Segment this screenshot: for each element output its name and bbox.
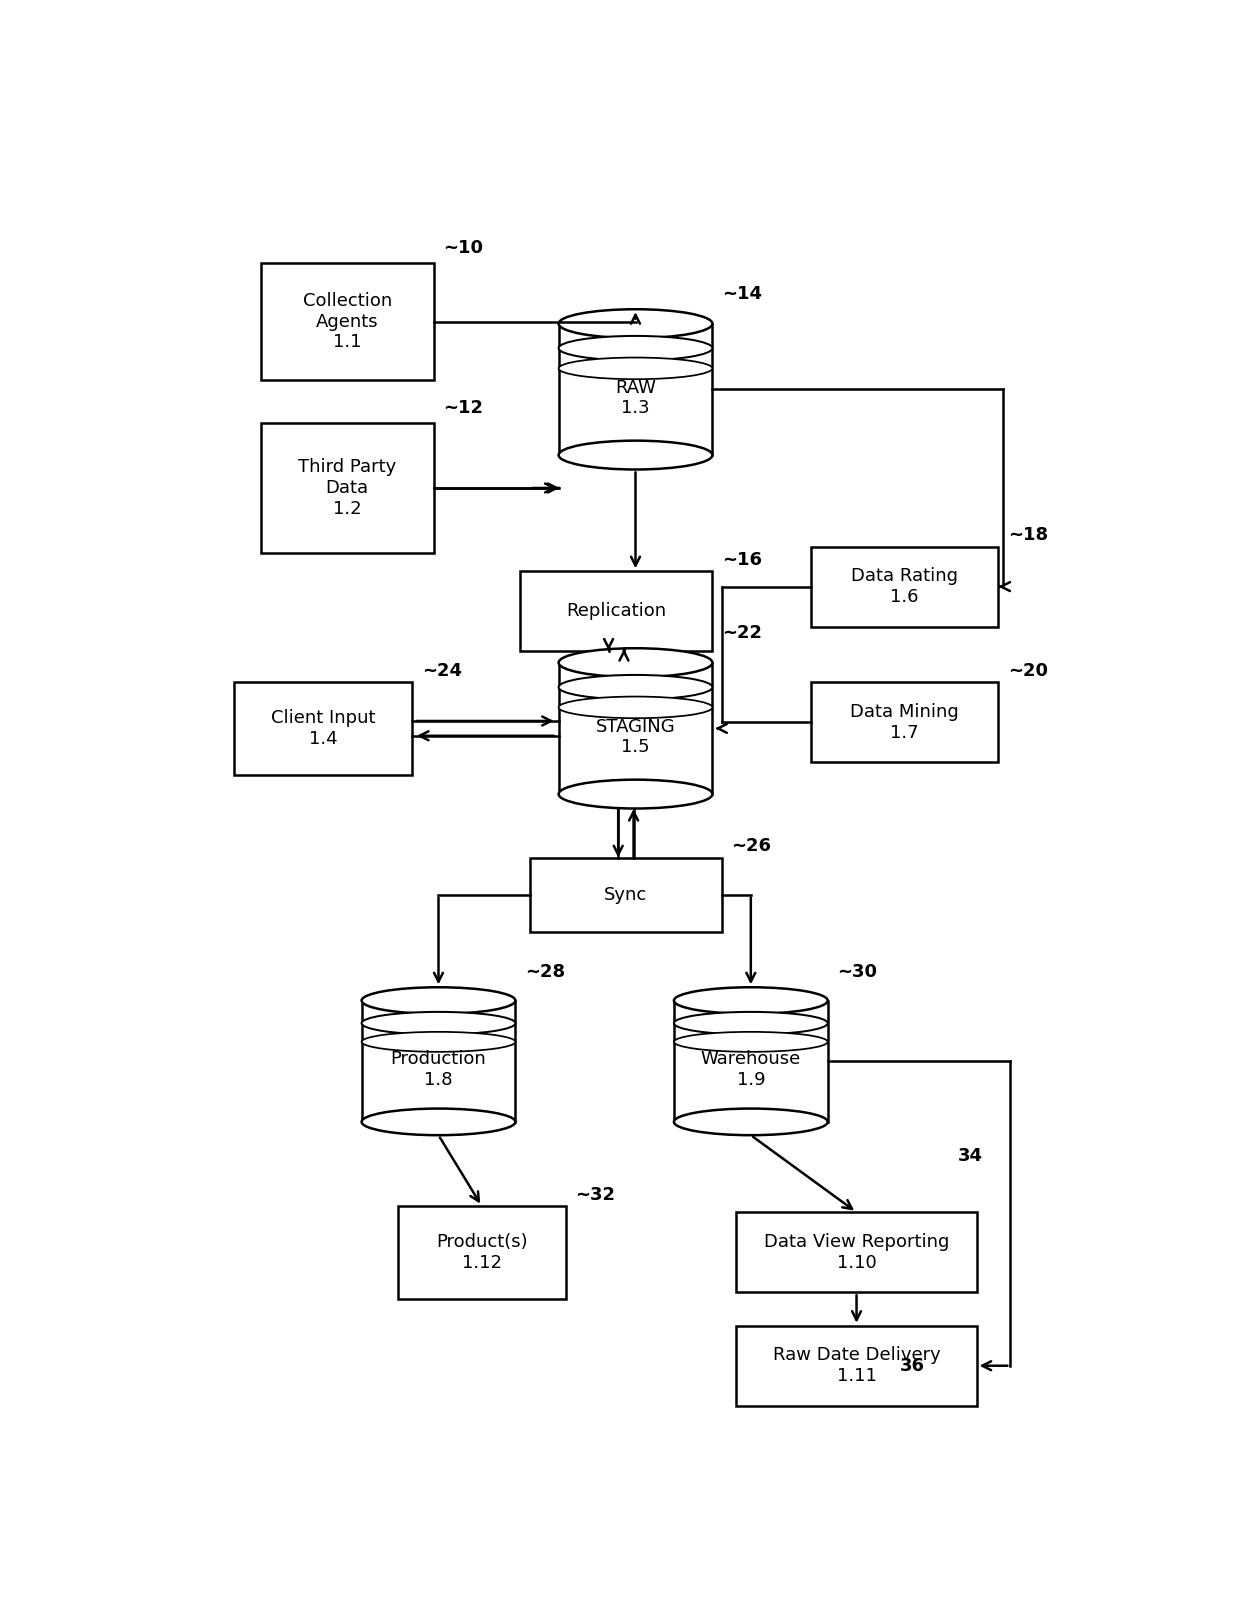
Text: ~10: ~10 [444,239,484,256]
Text: ~26: ~26 [732,837,771,855]
Text: 34: 34 [957,1148,982,1166]
Bar [260,423,434,552]
Text: ~14: ~14 [722,285,763,303]
Ellipse shape [675,988,828,1013]
Text: Raw Date Delivery
1.11: Raw Date Delivery 1.11 [773,1346,940,1385]
Text: RAW
1.3: RAW 1.3 [615,378,656,418]
Text: ~18: ~18 [1008,527,1048,544]
Ellipse shape [558,696,712,719]
Bar [558,323,712,455]
Bar [529,858,722,932]
Bar [811,682,998,762]
Text: Client Input
1.4: Client Input 1.4 [270,709,376,748]
Bar [558,663,712,794]
Text: ~12: ~12 [444,399,484,418]
Ellipse shape [558,780,712,809]
Ellipse shape [558,309,712,338]
Ellipse shape [362,1108,516,1135]
Bar [362,1001,516,1122]
Ellipse shape [675,1033,828,1052]
Ellipse shape [558,357,712,379]
Text: Product(s)
1.12: Product(s) 1.12 [436,1233,527,1271]
Ellipse shape [558,440,712,469]
Text: ~30: ~30 [837,964,878,981]
Text: Data Rating
1.6: Data Rating 1.6 [851,567,959,607]
Bar [737,1212,977,1292]
Text: ~20: ~20 [1008,661,1048,680]
Text: ~22: ~22 [722,624,763,642]
Text: ~28: ~28 [525,964,565,981]
Text: STAGING
1.5: STAGING 1.5 [595,717,676,756]
Text: ~32: ~32 [575,1186,615,1204]
Bar [737,1326,977,1406]
Bar [811,546,998,626]
Text: Warehouse
1.9: Warehouse 1.9 [701,1050,801,1089]
Ellipse shape [675,1108,828,1135]
Ellipse shape [362,1033,516,1052]
Bar [521,572,713,652]
Ellipse shape [558,676,712,700]
Text: Collection
Agents
1.1: Collection Agents 1.1 [303,291,392,351]
Bar [260,263,434,379]
Ellipse shape [558,336,712,360]
Ellipse shape [362,988,516,1013]
Text: Third Party
Data
1.2: Third Party Data 1.2 [298,458,397,517]
Ellipse shape [362,1012,516,1034]
Text: Replication: Replication [567,602,666,620]
Ellipse shape [558,648,712,677]
Text: 36: 36 [900,1358,925,1375]
Text: Data Mining
1.7: Data Mining 1.7 [851,703,959,741]
Text: ~16: ~16 [722,551,763,568]
Text: Sync: Sync [604,885,647,905]
Bar [398,1206,565,1298]
Text: Production
1.8: Production 1.8 [391,1050,486,1089]
Bar [234,682,412,775]
Bar [675,1001,828,1122]
Text: Data View Reporting
1.10: Data View Reporting 1.10 [764,1233,949,1271]
Text: ~24: ~24 [422,661,461,680]
Ellipse shape [675,1012,828,1034]
